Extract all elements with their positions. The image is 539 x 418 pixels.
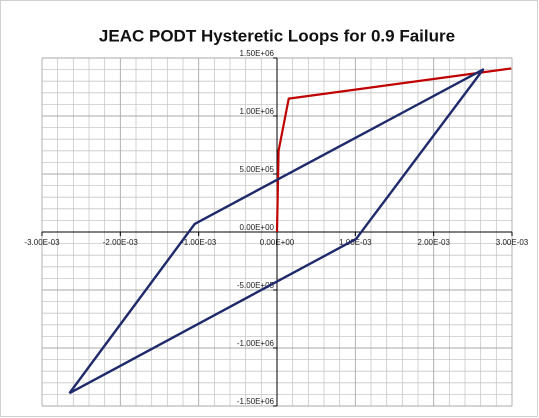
x-tick-label: -3.00E-03 <box>24 238 60 247</box>
series-line <box>275 67 512 233</box>
x-tick-label: -1.00E-03 <box>181 238 217 247</box>
y-tick-label: 1.00E+06 <box>240 107 275 116</box>
y-tick-label: -5.00E+05 <box>237 281 275 290</box>
x-tick-label: 2.00E-03 <box>417 238 450 247</box>
y-tick-label: 1.50E+06 <box>240 49 275 58</box>
x-tick-label: 3.00E-03 <box>496 238 529 247</box>
chart-title: JEAC PODT Hysteretic Loops for 0.9 Failu… <box>99 26 455 45</box>
y-tick-label: 5.00E+05 <box>240 165 275 174</box>
y-tick-label: -1.50E+06 <box>237 397 275 406</box>
y-tick-label: -1.00E+06 <box>237 339 275 348</box>
y-tick-label: 0.00E+00 <box>240 223 275 232</box>
x-tick-label: -2.00E-03 <box>103 238 139 247</box>
x-tick-label: 1.00E-03 <box>339 238 372 247</box>
series-line <box>68 68 485 395</box>
